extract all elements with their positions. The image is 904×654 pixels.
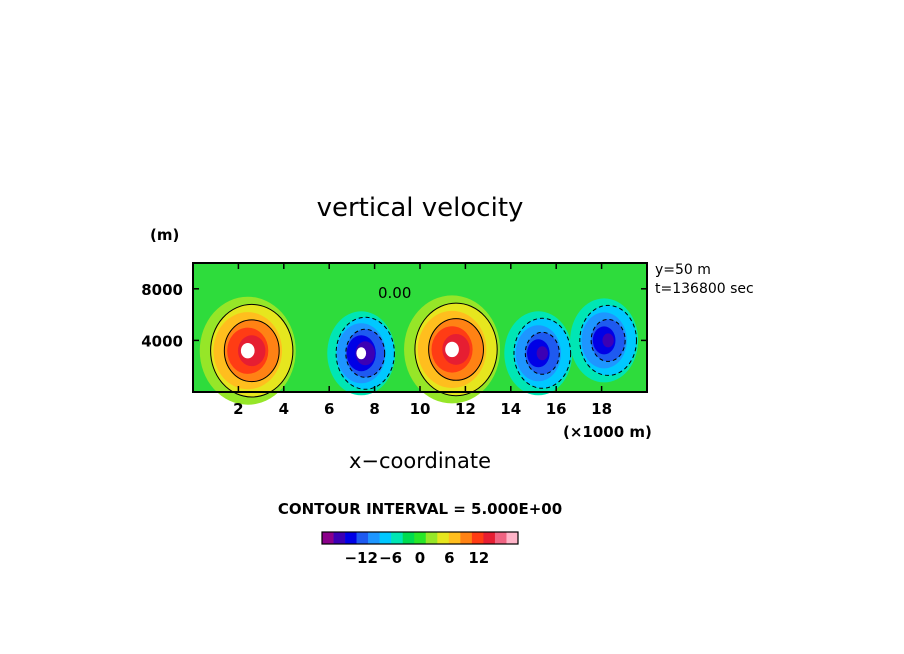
x-tick-label-8: 16 xyxy=(546,400,567,418)
colorbar-swatch-9 xyxy=(414,532,427,544)
colorbar-swatch-17 xyxy=(506,532,519,544)
colorbar-swatch-10 xyxy=(425,532,438,544)
colorbar-tick-label-3: 0 xyxy=(415,549,425,567)
annotation-y: y=50 m xyxy=(655,262,711,278)
colorbar xyxy=(321,531,519,545)
contour-field xyxy=(199,295,639,405)
colorbar-tick-labels: −12 −6 0 6 12 xyxy=(344,549,489,567)
colorbar-swatch-3 xyxy=(345,532,357,544)
colorbar-swatch-4 xyxy=(356,532,369,544)
plot-frame xyxy=(192,262,648,393)
colorbar-swatch-8 xyxy=(402,532,415,544)
x-tick-label-5: 10 xyxy=(410,400,431,418)
y-axis-unit: (m) xyxy=(150,226,179,244)
colorbar-swatch-7 xyxy=(391,532,404,544)
colorbar-swatch-1 xyxy=(322,532,334,544)
x-tick-label-3: 6 xyxy=(324,400,334,418)
contour-level-6 xyxy=(602,333,614,348)
chart-title: vertical velocity xyxy=(317,193,524,223)
colorbar-tick-label-2: −6 xyxy=(379,549,402,567)
contour-level-6 xyxy=(536,346,548,361)
feature-downdraft-5 xyxy=(570,298,639,383)
colorbar-swatch-2 xyxy=(333,532,346,544)
colorbar-swatch-11 xyxy=(437,532,450,544)
colorbar-frame xyxy=(321,531,519,545)
x-tick-label-2: 4 xyxy=(279,400,289,418)
contour-interval-text: CONTOUR INTERVAL = 5.000E+00 xyxy=(278,500,562,518)
annotation-time: t=136800 sec xyxy=(655,281,754,297)
x-tick-label-7: 14 xyxy=(500,400,521,418)
contour-level-7 xyxy=(356,347,367,360)
contour-label: 0.00 xyxy=(378,284,411,302)
colorbar-swatch-12 xyxy=(448,532,461,544)
colorbar-swatch-14 xyxy=(471,532,484,544)
colorbar-swatch-13 xyxy=(460,532,473,544)
contour-level-7 xyxy=(445,341,459,358)
plot-area: 0.00 xyxy=(192,262,648,405)
x-axis-label: x−coordinate xyxy=(349,449,491,473)
colorbar-swatch-5 xyxy=(368,532,380,544)
feature-downdraft-2 xyxy=(327,311,396,396)
x-axis-unit: (×1000 m) xyxy=(563,423,652,441)
feature-downdraft-4 xyxy=(504,311,573,396)
y-tick-label-2: 8000 xyxy=(141,281,183,299)
x-tick-label-6: 12 xyxy=(455,400,476,418)
y-tick-labels: 4000 8000 xyxy=(141,281,183,351)
y-tick-label-1: 4000 xyxy=(141,332,183,350)
colorbar-tick-label-5: 12 xyxy=(468,549,489,567)
colorbar-tick-label-1: −12 xyxy=(344,549,377,567)
colorbar-swatch-16 xyxy=(494,532,507,544)
x-tick-label-9: 18 xyxy=(591,400,612,418)
x-tick-labels: 2 4 6 8 10 12 14 16 18 xyxy=(233,400,612,418)
x-tick-label-1: 2 xyxy=(233,400,243,418)
feature-updraft-1 xyxy=(199,296,296,405)
feature-updraft-3 xyxy=(404,295,501,404)
colorbar-swatch-6 xyxy=(379,532,392,544)
colorbar-tick-label-4: 6 xyxy=(444,549,454,567)
x-tick-label-4: 8 xyxy=(369,400,379,418)
colorbar-swatch-15 xyxy=(483,532,496,544)
contour-level-7 xyxy=(240,343,255,359)
